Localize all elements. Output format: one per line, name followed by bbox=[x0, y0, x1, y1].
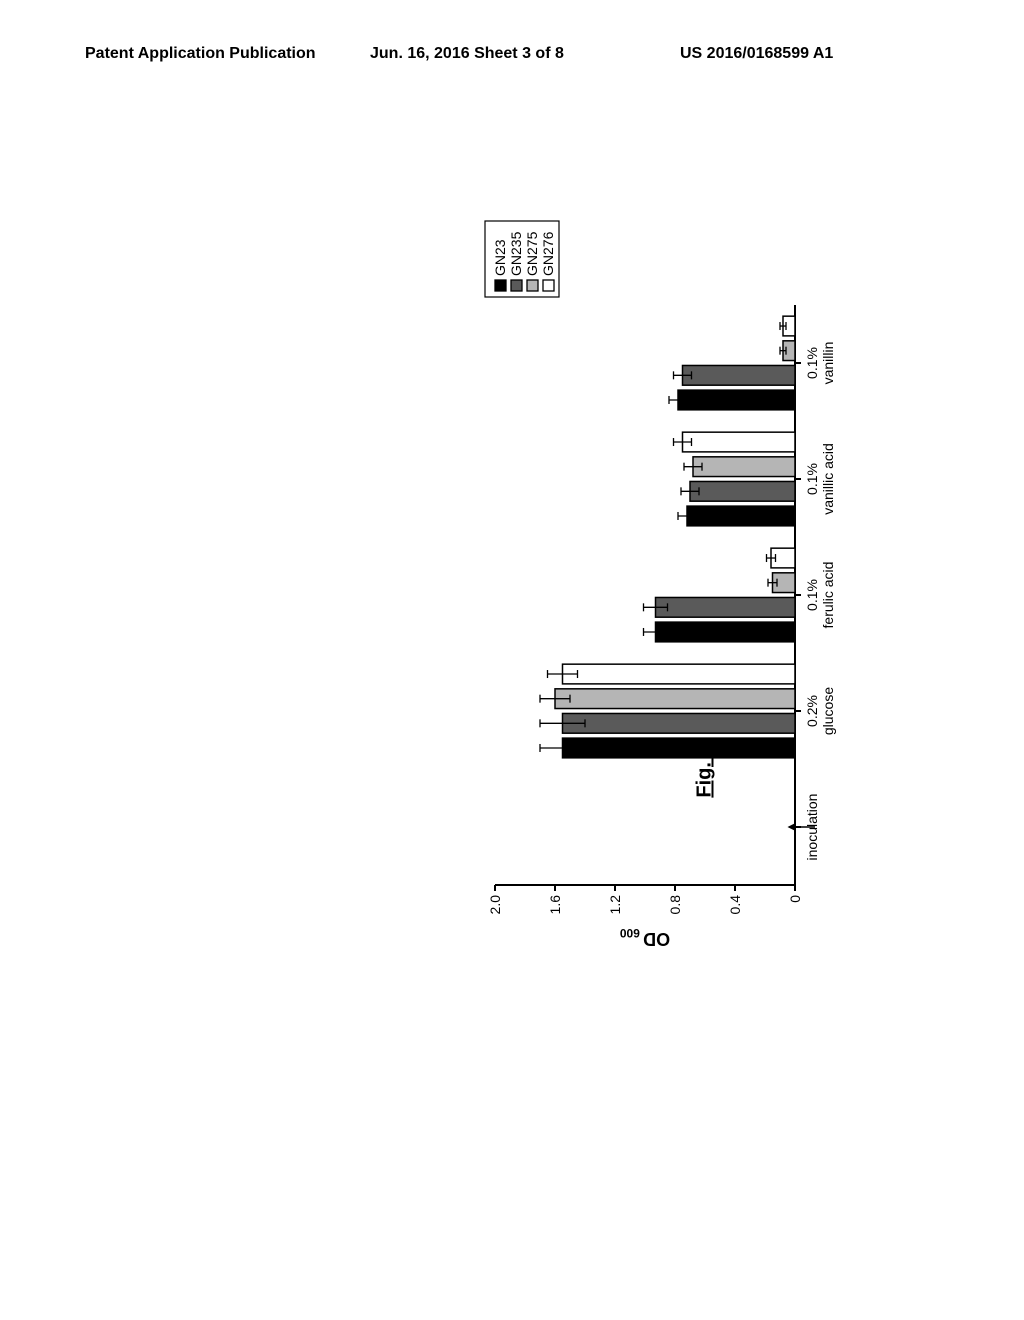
bar bbox=[563, 713, 796, 733]
header-left: Patent Application Publication bbox=[85, 45, 316, 63]
bar bbox=[690, 481, 795, 501]
bar bbox=[563, 738, 796, 758]
x-tick-label: 0.1% bbox=[804, 463, 820, 495]
legend-label: GN235 bbox=[508, 231, 524, 276]
bar bbox=[683, 365, 796, 385]
bar bbox=[656, 622, 796, 642]
bar bbox=[678, 390, 795, 410]
figure-caption: Fig. 3 bbox=[694, 722, 717, 822]
legend-label: GN23 bbox=[492, 239, 508, 276]
bar-chart: 00.40.81.21.62.0OD 600inoculation0.2%glu… bbox=[475, 205, 875, 955]
inoculation-arrowhead bbox=[788, 823, 796, 831]
bar bbox=[656, 597, 796, 617]
legend-swatch bbox=[527, 280, 538, 291]
x-tick-label: ferulic acid bbox=[820, 562, 836, 629]
y-tick-label: 2.0 bbox=[487, 895, 503, 915]
x-tick-label: vanillin bbox=[820, 342, 836, 385]
legend: GN23GN235GN275GN276 bbox=[485, 221, 559, 297]
y-axis-label: OD 600 bbox=[619, 926, 670, 949]
y-tick-label: 0.4 bbox=[727, 895, 743, 915]
bar bbox=[693, 457, 795, 477]
y-tick-label: 0.8 bbox=[667, 895, 683, 915]
y-tick-label: 0 bbox=[787, 895, 803, 903]
legend-label: GN275 bbox=[524, 231, 540, 276]
bar bbox=[563, 664, 796, 684]
bar bbox=[687, 506, 795, 526]
y-tick-label: 1.6 bbox=[547, 895, 563, 915]
bar bbox=[683, 432, 796, 452]
chart-svg: 00.40.81.21.62.0OD 600inoculation0.2%glu… bbox=[475, 205, 875, 955]
y-tick-label: 1.2 bbox=[607, 895, 623, 915]
header-right: US 2016/0168599 A1 bbox=[680, 45, 833, 63]
legend-label: GN276 bbox=[540, 231, 556, 276]
bar bbox=[555, 689, 795, 709]
x-tick-label: glucose bbox=[820, 687, 836, 735]
x-tick-label: 0.1% bbox=[804, 347, 820, 379]
legend-swatch bbox=[495, 280, 506, 291]
legend-swatch bbox=[543, 280, 554, 291]
legend-swatch bbox=[511, 280, 522, 291]
header-center: Jun. 16, 2016 Sheet 3 of 8 bbox=[370, 45, 564, 63]
x-tick-label: 0.2% bbox=[804, 695, 820, 727]
x-tick-label: vanillic acid bbox=[820, 443, 836, 515]
x-tick-label: 0.1% bbox=[804, 579, 820, 611]
